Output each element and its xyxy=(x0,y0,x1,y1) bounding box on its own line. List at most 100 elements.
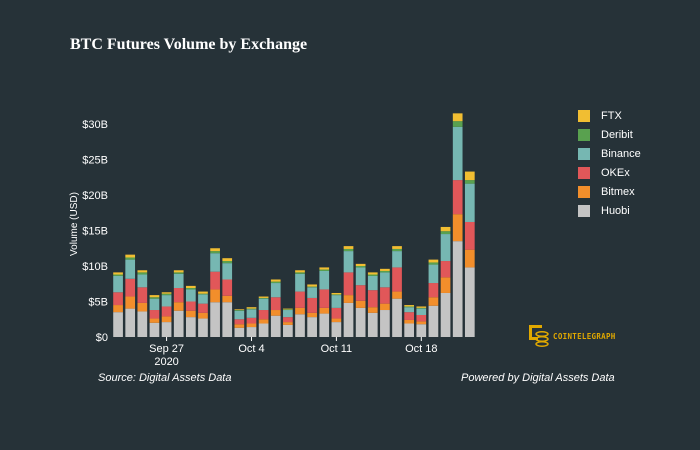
bar-okex-24 xyxy=(404,312,415,320)
chart-title: BTC Futures Volume by Exchange xyxy=(70,36,308,53)
bar-huobi-26 xyxy=(428,305,439,337)
bar-okex-3 xyxy=(149,310,160,319)
bar-deribit-13 xyxy=(270,281,281,284)
y-tick-label: $0 xyxy=(96,332,108,344)
bar-ftx-2 xyxy=(137,270,148,273)
bar-bitmex-14 xyxy=(283,322,293,325)
bar-huobi-3 xyxy=(149,322,160,337)
bar-binance-1 xyxy=(125,259,136,279)
bar-huobi-27 xyxy=(440,292,451,337)
bar-ftx-18 xyxy=(331,292,342,295)
legend-label: Deribit xyxy=(601,128,633,141)
legend-swatch xyxy=(578,166,590,179)
bar-binance-23 xyxy=(392,251,402,268)
bar-deribit-2 xyxy=(137,272,148,275)
bar-huobi-14 xyxy=(283,324,293,337)
bar-binance-13 xyxy=(270,283,281,298)
bar-stacks xyxy=(113,113,475,337)
bar-bitmex-27 xyxy=(440,277,451,293)
bar-deribit-10 xyxy=(234,310,245,311)
bar-binance-28 xyxy=(452,126,463,181)
x-tick-sublabel: 2020 xyxy=(154,356,178,368)
bar-deribit-24 xyxy=(404,306,415,308)
bar-bitmex-22 xyxy=(380,303,390,311)
bar-deribit-3 xyxy=(149,297,160,299)
y-axis: $0 $5B $10B $15B $20B $25B $30B xyxy=(82,119,108,344)
bar-binance-6 xyxy=(185,289,196,302)
bar-okex-7 xyxy=(198,303,208,313)
bar-deribit-6 xyxy=(185,288,196,290)
bar-binance-9 xyxy=(222,263,233,280)
bar-okex-4 xyxy=(161,306,172,317)
bar-binance-11 xyxy=(246,309,257,318)
bar-deribit-17 xyxy=(319,269,330,271)
bar-deribit-21 xyxy=(367,274,378,276)
bar-ftx-20 xyxy=(355,263,366,266)
bar-okex-28 xyxy=(452,180,463,215)
bar-binance-15 xyxy=(295,273,305,292)
bar-ftx-16 xyxy=(307,284,317,287)
bar-bitmex-10 xyxy=(234,324,245,328)
bar-okex-9 xyxy=(222,279,233,296)
bar-binance-26 xyxy=(428,264,439,284)
bar-ftx-0 xyxy=(113,272,123,275)
bar-deribit-12 xyxy=(258,297,269,299)
x-tick-label: Oct 4 xyxy=(238,343,264,355)
bar-huobi-0 xyxy=(113,312,123,337)
bar-ftx-12 xyxy=(258,296,269,298)
bar-binance-3 xyxy=(149,298,160,311)
bar-okex-8 xyxy=(210,271,220,290)
bar-okex-0 xyxy=(113,292,123,306)
bar-binance-20 xyxy=(355,267,366,286)
bar-bitmex-16 xyxy=(307,312,317,318)
bar-bitmex-18 xyxy=(331,318,342,323)
bar-ftx-9 xyxy=(222,258,233,262)
legend-swatch xyxy=(578,109,590,122)
legend-item-ftx: FTX xyxy=(578,106,641,125)
bar-binance-16 xyxy=(307,287,317,298)
source-note: Source: Digital Assets Data xyxy=(98,372,232,384)
bar-okex-19 xyxy=(343,272,354,296)
bar-huobi-17 xyxy=(319,313,330,337)
bar-deribit-18 xyxy=(331,294,342,296)
bar-binance-2 xyxy=(137,274,148,288)
bar-binance-29 xyxy=(464,183,475,222)
bar-bitmex-26 xyxy=(428,297,439,306)
bar-bitmex-29 xyxy=(464,249,475,268)
bar-huobi-7 xyxy=(198,318,208,337)
bar-ftx-6 xyxy=(185,285,196,289)
bar-ftx-3 xyxy=(149,295,160,298)
bar-okex-15 xyxy=(295,291,305,308)
bar-huobi-18 xyxy=(331,322,342,337)
bar-huobi-21 xyxy=(367,312,378,337)
bar-huobi-12 xyxy=(258,323,269,337)
bar-ftx-21 xyxy=(367,272,378,275)
bar-ftx-8 xyxy=(210,248,220,252)
bar-ftx-27 xyxy=(440,226,451,232)
bar-deribit-29 xyxy=(464,180,475,184)
bar-ftx-17 xyxy=(319,267,330,270)
x-tick-label: Oct 18 xyxy=(405,343,437,355)
legend-item-bitmex: Bitmex xyxy=(578,182,641,201)
bar-okex-23 xyxy=(392,267,402,292)
bar-huobi-11 xyxy=(246,327,257,337)
bar-deribit-25 xyxy=(416,307,427,309)
bar-deribit-11 xyxy=(246,308,257,310)
bar-deribit-28 xyxy=(452,121,463,127)
legend-item-binance: Binance xyxy=(578,144,641,163)
cointelegraph-logo-icon xyxy=(529,325,549,347)
bar-huobi-29 xyxy=(464,267,475,337)
bar-bitmex-1 xyxy=(125,296,136,309)
bar-huobi-16 xyxy=(307,317,317,337)
bar-deribit-7 xyxy=(198,293,208,295)
bar-deribit-1 xyxy=(125,257,136,260)
bar-bitmex-3 xyxy=(149,318,160,323)
bar-deribit-14 xyxy=(283,309,293,311)
y-tick-label: $15B xyxy=(82,226,108,238)
y-tick-label: $5B xyxy=(88,297,108,309)
bar-bitmex-6 xyxy=(185,310,196,318)
bar-bitmex-28 xyxy=(452,214,463,242)
bar-okex-6 xyxy=(185,301,196,311)
